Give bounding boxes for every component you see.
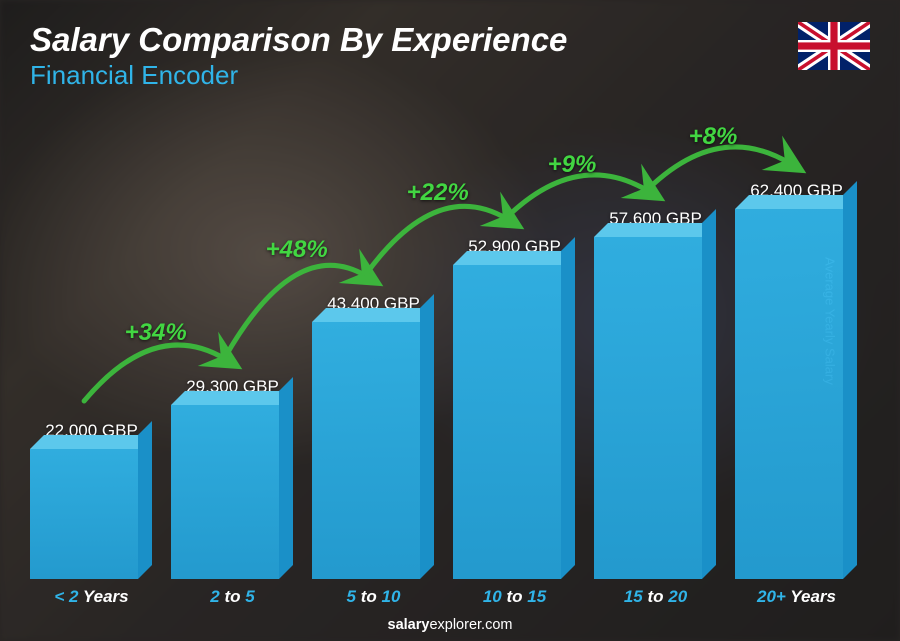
uk-flag-icon [798, 22, 870, 70]
bar-front-face [171, 405, 279, 579]
x-axis-label: 5 to 10 [312, 587, 435, 607]
bar-front-face [594, 237, 702, 579]
bar-front-face [453, 265, 561, 579]
bar [171, 405, 294, 579]
x-axis-label: 15 to 20 [594, 587, 717, 607]
content-area: Salary Comparison By Experience Financia… [0, 0, 900, 641]
bar-top-face [594, 223, 716, 237]
bar-side-face [561, 237, 575, 579]
x-axis-label: 20+ Years [735, 587, 858, 607]
bar-side-face [843, 181, 857, 579]
bar [735, 209, 858, 579]
chart-title: Salary Comparison By Experience [30, 22, 870, 58]
footer-attribution: salaryexplorer.com [0, 617, 900, 633]
x-axis-labels: < 2 Years 2 to 5 5 to 10 10 to 15 15 to 20 20… [30, 587, 858, 607]
bar [453, 265, 576, 579]
bar-group: 22,000 GBP [30, 421, 153, 579]
bar-group: 43,400 GBP [312, 294, 435, 579]
bar-top-face [171, 391, 293, 405]
bar-group: 62,400 GBP [735, 181, 858, 579]
increase-pct-label: +34% [125, 319, 187, 347]
bar-group: 52,900 GBP [453, 237, 576, 579]
increase-pct-label: +48% [266, 236, 328, 264]
increase-pct-label: +8% [689, 123, 738, 151]
bar-side-face [138, 421, 152, 579]
bar-group: 29,300 GBP [171, 377, 294, 579]
increase-pct-label: +22% [407, 179, 469, 207]
bar-top-face [30, 435, 152, 449]
footer-brand-rest: explorer.com [429, 617, 512, 633]
bar [594, 237, 717, 579]
bar-top-face [735, 195, 857, 209]
footer-brand-bold: salary [388, 617, 430, 633]
bar-front-face [30, 449, 138, 579]
bar-front-face [735, 209, 843, 579]
bar-front-face [312, 322, 420, 579]
x-axis-label: 2 to 5 [171, 587, 294, 607]
bar-side-face [702, 209, 716, 579]
bar-side-face [420, 294, 434, 579]
bar-top-face [453, 251, 575, 265]
increase-pct-label: +9% [548, 151, 597, 179]
bar [312, 322, 435, 579]
bar-side-face [279, 377, 293, 579]
x-axis-label: 10 to 15 [453, 587, 576, 607]
bar [30, 449, 153, 579]
bar-group: 57,600 GBP [594, 209, 717, 579]
chart-subtitle: Financial Encoder [30, 60, 870, 91]
x-axis-label: < 2 Years [30, 587, 153, 607]
bar-top-face [312, 308, 434, 322]
